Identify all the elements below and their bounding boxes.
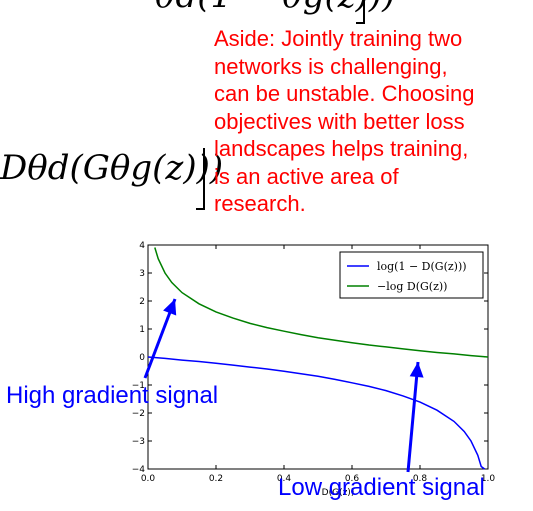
callout-high-gradient: High gradient signal xyxy=(6,382,219,409)
y-tick-label: 1 xyxy=(139,325,145,335)
y-tick-label: −4 xyxy=(132,465,146,475)
y-tick-label: −1 xyxy=(132,381,145,391)
y-tick-label: −3 xyxy=(132,437,145,447)
y-tick-label: 2 xyxy=(139,297,145,307)
x-axis-label: D(G(z)) xyxy=(322,488,355,498)
x-tick-label: 0.2 xyxy=(209,474,223,484)
legend-label-0: log(1 − D(G(z))) xyxy=(377,260,467,273)
aside-note: Aside: Jointly training two networks is … xyxy=(214,25,533,218)
aside-line: objectives with better loss xyxy=(214,108,465,134)
aside-line: landscapes helps training, xyxy=(214,136,469,161)
y-tick-label: 4 xyxy=(139,241,145,251)
x-tick-label: 1.0 xyxy=(481,474,496,484)
y-tick-label: −2 xyxy=(132,409,145,419)
x-tick-label: 0.6 xyxy=(345,474,360,484)
y-tick-label: 3 xyxy=(139,269,145,279)
aside-line: can be unstable. Choosing xyxy=(214,81,475,106)
equation-bracket-mid xyxy=(196,148,205,210)
equation-fragment-top: θd(1 − θg(z))) xyxy=(155,0,395,16)
series-line-0 xyxy=(147,356,486,470)
aside-line: Aside: Jointly training two xyxy=(214,26,463,51)
legend-label-1: −log D(G(z)) xyxy=(377,280,447,293)
callout-low-gradient: Low gradient signal xyxy=(278,474,485,501)
series-line-1 xyxy=(154,247,489,358)
aside-line: research. xyxy=(214,191,306,216)
x-tick-label: 0.0 xyxy=(141,474,156,484)
x-tick-label: 0.4 xyxy=(277,474,292,484)
aside-line: is an active area of xyxy=(214,163,399,189)
y-tick-label: 0 xyxy=(139,353,145,363)
equation-bracket-top xyxy=(356,0,365,24)
aside-line: networks is challenging, xyxy=(214,53,448,79)
equation-fragment-mid: Dθd(Gθg(z))) xyxy=(0,148,224,188)
arrow-low-gradient-head xyxy=(409,362,424,378)
x-tick-label: 0.8 xyxy=(413,474,428,484)
arrow-low-gradient-shaft xyxy=(406,361,420,473)
legend-box xyxy=(339,251,484,299)
arrow-high-gradient-head xyxy=(163,299,177,316)
